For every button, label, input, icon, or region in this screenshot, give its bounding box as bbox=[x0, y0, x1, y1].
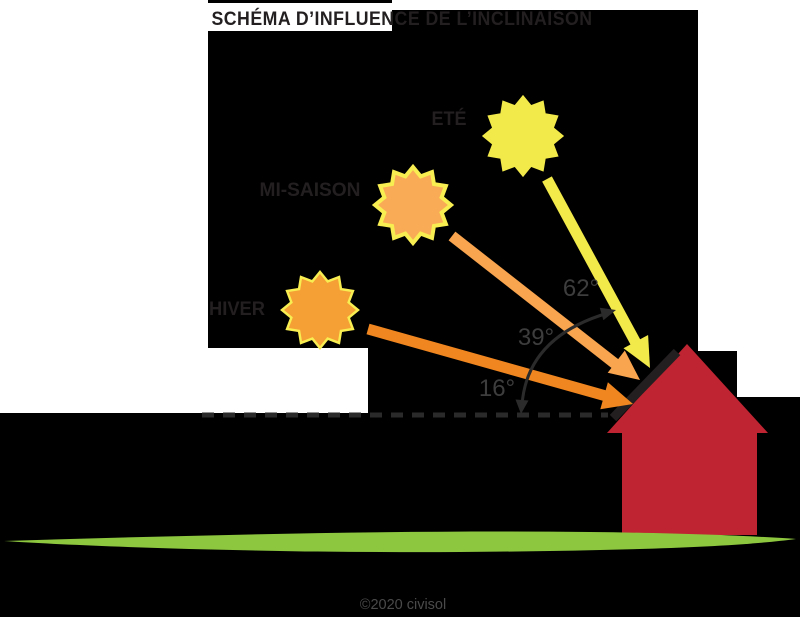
grass bbox=[4, 531, 796, 553]
arrow-summer-head bbox=[623, 335, 650, 368]
angle-arc bbox=[515, 307, 616, 414]
solar-panel bbox=[609, 348, 681, 422]
label-summer: ETÉ bbox=[432, 108, 467, 130]
diagram-title: SCHÉMA D’INFLUENCE DE L’INCLINAISON bbox=[212, 8, 593, 30]
house-body bbox=[622, 430, 757, 535]
white-patch-mid-left bbox=[0, 348, 368, 413]
house-roof bbox=[607, 344, 768, 433]
white-patch-right-step bbox=[737, 351, 800, 397]
white-patch-title bbox=[207, 3, 392, 31]
angle-value-summer: 62° bbox=[563, 275, 599, 302]
arrow-summer bbox=[542, 176, 650, 368]
arrow-midseason bbox=[448, 231, 640, 380]
arrow-winter bbox=[366, 323, 633, 410]
angle-arc-head-bottom bbox=[515, 399, 529, 414]
white-patch-top-right bbox=[698, 0, 800, 351]
arrow-midseason-head bbox=[607, 350, 640, 380]
label-midseason: MI-SAISON bbox=[260, 180, 361, 201]
angle-value-midseason: 39° bbox=[518, 324, 554, 351]
white-patches bbox=[0, 0, 800, 413]
copyright-credit: ©2020 civisol bbox=[360, 597, 446, 613]
house bbox=[607, 344, 768, 535]
white-patch-top-strip bbox=[392, 0, 698, 10]
angle-arc-head-top bbox=[599, 307, 616, 321]
label-winter: HIVER bbox=[209, 299, 265, 320]
arrow-winter-head bbox=[600, 382, 633, 410]
angle-value-winter: 16° bbox=[479, 375, 515, 402]
white-patch-top-left bbox=[0, 0, 208, 348]
